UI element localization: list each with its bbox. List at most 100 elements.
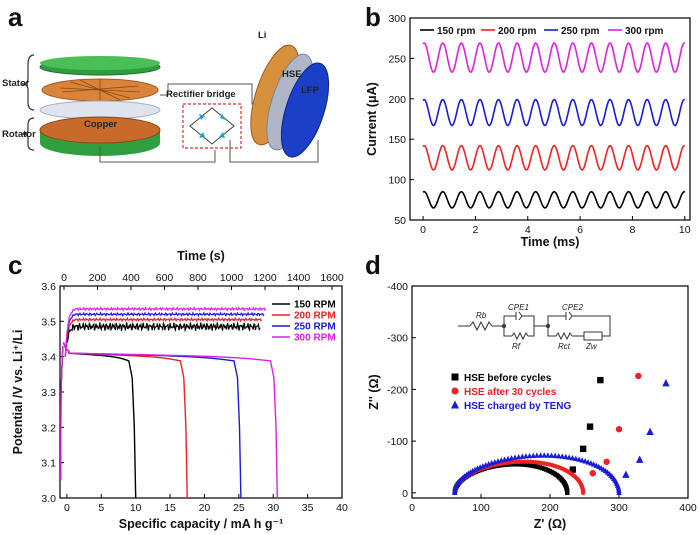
c-charge-curve bbox=[64, 311, 265, 357]
d-semicircle-point bbox=[548, 452, 555, 458]
lfp-electrode bbox=[280, 62, 330, 158]
circuit-parallel-2 bbox=[547, 315, 611, 337]
d-semicircle-point bbox=[556, 452, 562, 459]
b-xtick-label: 0 bbox=[420, 224, 426, 236]
d-semicircle-point bbox=[565, 490, 570, 496]
d-xtick-label: 100 bbox=[472, 502, 490, 514]
circuit-label: CPE2 bbox=[562, 303, 583, 312]
d-tail-point bbox=[662, 379, 670, 387]
d-semicircle-point bbox=[537, 452, 544, 458]
c-xtick-label: 40 bbox=[336, 502, 348, 514]
d-xtick-label: 0 bbox=[409, 502, 415, 514]
c-ytick-label: 3.5 bbox=[41, 316, 56, 328]
panel-d-legend: HSE before cycles HSE after 30 cycles HSE … bbox=[451, 373, 571, 412]
d-semicircle-point bbox=[523, 453, 529, 459]
panel-d-xlabel: Z' (Ω) bbox=[534, 517, 566, 531]
b-ytick-label: 150 bbox=[388, 134, 406, 146]
circuit-label: CPE1 bbox=[508, 303, 529, 312]
d-semicircle-point bbox=[552, 452, 558, 459]
d-semicircle-point bbox=[541, 452, 547, 458]
panel-d-ticks: 0 100 200 300 400 0 -100 -200 -300 -400 bbox=[387, 281, 697, 514]
d-semicircle-point bbox=[528, 463, 533, 468]
c-ytick-label: 3.0 bbox=[41, 493, 56, 505]
b-legend-label: 200 rpm bbox=[498, 26, 536, 37]
c-charge-curve bbox=[64, 321, 261, 357]
circuit-label: Rf bbox=[512, 342, 521, 351]
c-discharge-curve bbox=[62, 342, 242, 499]
d-ytick-label: -400 bbox=[387, 281, 408, 293]
b-series-line bbox=[422, 144, 685, 171]
panel-d-letter: d bbox=[365, 250, 381, 280]
panel-c-ylabel: Potential /V vs. Li⁺/Li bbox=[11, 330, 25, 455]
d-tail-point bbox=[615, 426, 623, 433]
d-semicircle-point bbox=[515, 453, 522, 460]
d-legend-marker bbox=[451, 387, 459, 395]
b-ytick-label: 200 bbox=[388, 94, 406, 106]
c-top-xtick-label: 400 bbox=[122, 272, 140, 284]
d-semicircle-point bbox=[530, 463, 536, 469]
d-semicircle-point bbox=[526, 462, 531, 468]
d-ytick-label: -100 bbox=[387, 436, 408, 448]
resistor-rct bbox=[555, 331, 573, 341]
panel-c-top-xlabel: Time (s) bbox=[177, 249, 225, 263]
d-ytick-label: -300 bbox=[387, 333, 408, 345]
panel-b-ylabel: Current (μA) bbox=[365, 82, 379, 156]
d-xtick-label: 400 bbox=[679, 502, 697, 514]
cpe1-symbol bbox=[515, 311, 523, 321]
b-xtick-label: 8 bbox=[630, 224, 636, 236]
c-top-xtick-label: 1400 bbox=[287, 272, 311, 284]
cpe2-symbol bbox=[565, 311, 573, 321]
panel-b-xlabel: Time (ms) bbox=[521, 235, 580, 249]
d-semicircle-point bbox=[518, 462, 524, 467]
b-series-line bbox=[422, 98, 686, 127]
d-semicircle-point bbox=[573, 455, 579, 462]
panel-b: b 0 2 4 6 8 10 50 100 150 200 250 300 150 rpm 200 rp… bbox=[365, 2, 691, 249]
c-xtick-label: 30 bbox=[267, 502, 279, 514]
panel-b-letter: b bbox=[365, 2, 381, 32]
d-semicircle-point bbox=[580, 490, 586, 496]
d-legend-marker bbox=[451, 373, 459, 381]
c-legend-label: 250 RPM bbox=[294, 322, 336, 333]
panel-c-ticks: 0 5 10 15 20 25 30 35 400 200 400 600 800 1000 1200 140… bbox=[41, 272, 348, 514]
stator-dielectric-disc bbox=[39, 100, 161, 120]
d-semicircle-point bbox=[521, 462, 526, 467]
b-series-line bbox=[422, 42, 686, 73]
d-tail-point bbox=[569, 466, 576, 473]
d-semicircle-point bbox=[616, 489, 622, 496]
d-semicircle-point bbox=[582, 458, 588, 464]
d-semicircle-point bbox=[545, 452, 551, 458]
resistor-rb bbox=[469, 320, 493, 332]
b-legend-label: 300 rpm bbox=[625, 26, 663, 37]
b-legend-label: 250 rpm bbox=[561, 26, 599, 37]
copper-label: Copper bbox=[84, 119, 118, 130]
d-legend-label: HSE charged by TENG bbox=[464, 401, 571, 412]
stator-top-disc-face bbox=[40, 56, 160, 70]
d-semicircle-point bbox=[513, 462, 519, 467]
rotator-label: Rotator bbox=[2, 129, 36, 140]
d-semicircle-point bbox=[516, 462, 521, 467]
panel-b-legend: 150 rpm 200 rpm 250 rpm 300 rpm bbox=[420, 26, 663, 37]
circuit-parallel-1 bbox=[503, 315, 535, 337]
c-top-xtick-label: 200 bbox=[89, 272, 107, 284]
c-ytick-label: 3.2 bbox=[41, 422, 56, 434]
d-tail-point bbox=[636, 455, 644, 463]
rotator-bracket bbox=[21, 117, 35, 151]
d-ytick-label: 0 bbox=[402, 488, 408, 500]
d-tail-point bbox=[597, 376, 604, 384]
c-top-xtick-label: 0 bbox=[61, 272, 67, 284]
d-tail-point bbox=[646, 427, 654, 436]
d-tail-point bbox=[589, 469, 596, 477]
c-xtick-label: 10 bbox=[130, 502, 142, 514]
d-legend-label: HSE before cycles bbox=[464, 373, 552, 384]
c-xtick-label: 0 bbox=[64, 502, 70, 514]
b-xtick-label: 4 bbox=[525, 224, 531, 236]
c-initial-drop bbox=[60, 346, 64, 481]
c-xtick-label: 25 bbox=[233, 502, 245, 514]
d-tail-point bbox=[579, 445, 587, 453]
b-xtick-label: 2 bbox=[472, 224, 478, 236]
d-tail-point bbox=[622, 470, 630, 478]
circuit-label: Rct bbox=[558, 342, 571, 351]
d-xtick-label: 300 bbox=[610, 502, 628, 514]
